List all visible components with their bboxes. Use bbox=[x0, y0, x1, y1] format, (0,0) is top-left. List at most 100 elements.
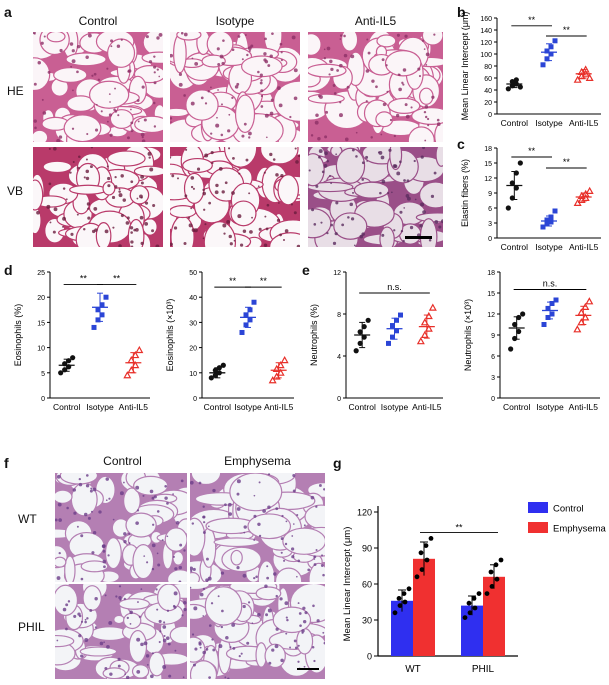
data-point bbox=[544, 221, 550, 227]
data-point bbox=[272, 372, 281, 380]
data-point bbox=[476, 591, 482, 596]
y-tick-label: 10 bbox=[37, 346, 45, 353]
significance-label: ** bbox=[528, 146, 536, 156]
data-point bbox=[585, 186, 594, 195]
data-point bbox=[62, 367, 68, 373]
data-point bbox=[423, 543, 429, 548]
data-point bbox=[272, 364, 281, 373]
data-point bbox=[247, 307, 253, 313]
data-point bbox=[398, 312, 403, 318]
data-point bbox=[394, 328, 399, 334]
data-point bbox=[58, 370, 64, 376]
y-tick-label: 0 bbox=[337, 396, 341, 403]
data-point bbox=[127, 366, 136, 374]
data-point bbox=[268, 376, 277, 384]
data-point bbox=[216, 370, 222, 376]
x-tick-label: Isotype bbox=[86, 402, 114, 412]
data-point bbox=[424, 557, 430, 563]
data-point bbox=[394, 317, 399, 323]
data-point bbox=[573, 325, 582, 333]
data-point bbox=[577, 318, 586, 326]
micrograph-wt-control bbox=[55, 473, 187, 582]
y-tick-label: 50 bbox=[189, 270, 197, 277]
y-tick-label: 6 bbox=[488, 206, 492, 213]
data-point bbox=[513, 77, 519, 83]
data-point bbox=[548, 44, 554, 50]
y-tick-label: 5 bbox=[41, 371, 45, 378]
y-tick-label: 120 bbox=[480, 40, 492, 47]
data-point bbox=[220, 362, 226, 368]
data-point bbox=[390, 334, 395, 340]
data-point bbox=[428, 303, 437, 311]
data-point bbox=[420, 318, 429, 326]
data-point bbox=[392, 610, 398, 616]
x-tick-label: Control bbox=[503, 402, 531, 412]
y-tick-label: 0 bbox=[193, 396, 197, 403]
data-point bbox=[243, 312, 249, 318]
panel-letter-c: c bbox=[457, 136, 465, 152]
data-point bbox=[548, 214, 554, 220]
significance-label: ** bbox=[80, 274, 88, 284]
panel-f-row-phil: PHIL bbox=[18, 620, 45, 634]
micrograph-wt-emphysema bbox=[190, 473, 325, 582]
data-point bbox=[99, 302, 105, 308]
y-tick-label: 60 bbox=[484, 76, 492, 83]
panel-letter-f: f bbox=[4, 455, 9, 471]
legend-swatch bbox=[528, 502, 548, 513]
x-tick-label: Isotype bbox=[535, 118, 563, 128]
data-point bbox=[472, 605, 478, 611]
data-point bbox=[91, 324, 97, 330]
data-point bbox=[512, 335, 518, 342]
chart-e-count: 0 3 6 9 12 15 18 Control Isotype Anti-IL5 Neutroph… bbox=[463, 270, 600, 412]
x-tick-label: Control bbox=[53, 402, 81, 412]
data-point bbox=[99, 312, 105, 318]
significance-label: n.s. bbox=[387, 282, 402, 292]
data-point bbox=[390, 323, 395, 329]
data-point bbox=[276, 361, 285, 369]
data-point bbox=[540, 224, 546, 230]
bar bbox=[483, 576, 505, 656]
y-tick-label: 3 bbox=[491, 375, 495, 382]
data-point bbox=[544, 217, 550, 223]
data-point bbox=[127, 355, 136, 364]
data-point bbox=[66, 364, 72, 370]
y-tick-label: 12 bbox=[333, 270, 341, 277]
data-point bbox=[396, 596, 402, 601]
x-tick-label: Control bbox=[501, 118, 529, 128]
data-point bbox=[361, 324, 367, 330]
data-point bbox=[428, 536, 434, 541]
micrograph-he-control bbox=[33, 32, 163, 142]
y-tick-label: 90 bbox=[362, 544, 372, 554]
x-tick-label: Control bbox=[501, 242, 529, 252]
panel-letter-e: e bbox=[302, 262, 310, 278]
data-point bbox=[493, 562, 499, 568]
panel-a-col-isotype: Isotype bbox=[215, 14, 255, 28]
significance-label: ** bbox=[563, 157, 571, 167]
y-tick-label: 18 bbox=[484, 146, 492, 153]
y-tick-label: 20 bbox=[37, 295, 45, 302]
y-tick-label: 120 bbox=[357, 508, 372, 518]
data-point bbox=[513, 185, 519, 191]
chart-e-percent: 0 4 8 12 Control Isotype Anti-IL5 Neutrophils (… bbox=[309, 270, 443, 412]
chart-g: 0 30 60 90 120 WT PHIL Mean Linear Intercept (μ… bbox=[342, 502, 606, 675]
y-tick-label: 0 bbox=[488, 236, 492, 243]
data-point bbox=[95, 317, 101, 323]
x-tick-label: Isotype bbox=[535, 242, 563, 252]
panel-a-col-control: Control bbox=[78, 14, 118, 28]
data-point bbox=[577, 308, 586, 316]
chart-d-count: 0 10 20 30 40 50 Control Isotype Anti-IL5 Eosinop… bbox=[165, 270, 294, 412]
scale-bar-a bbox=[405, 236, 432, 239]
y-tick-label: 0 bbox=[41, 396, 45, 403]
legend-label: Emphysema bbox=[553, 524, 606, 535]
y-tick-label: 12 bbox=[484, 176, 492, 183]
data-point bbox=[131, 350, 140, 359]
data-point bbox=[247, 317, 253, 323]
data-point bbox=[401, 591, 407, 596]
data-point bbox=[513, 170, 519, 176]
y-tick-label: 40 bbox=[189, 295, 197, 302]
data-point bbox=[208, 375, 214, 381]
data-point bbox=[386, 340, 391, 346]
panel-f-col-emphysema: Emphysema bbox=[224, 454, 291, 468]
x-tick-label: Isotype bbox=[234, 402, 262, 412]
data-point bbox=[467, 610, 473, 616]
